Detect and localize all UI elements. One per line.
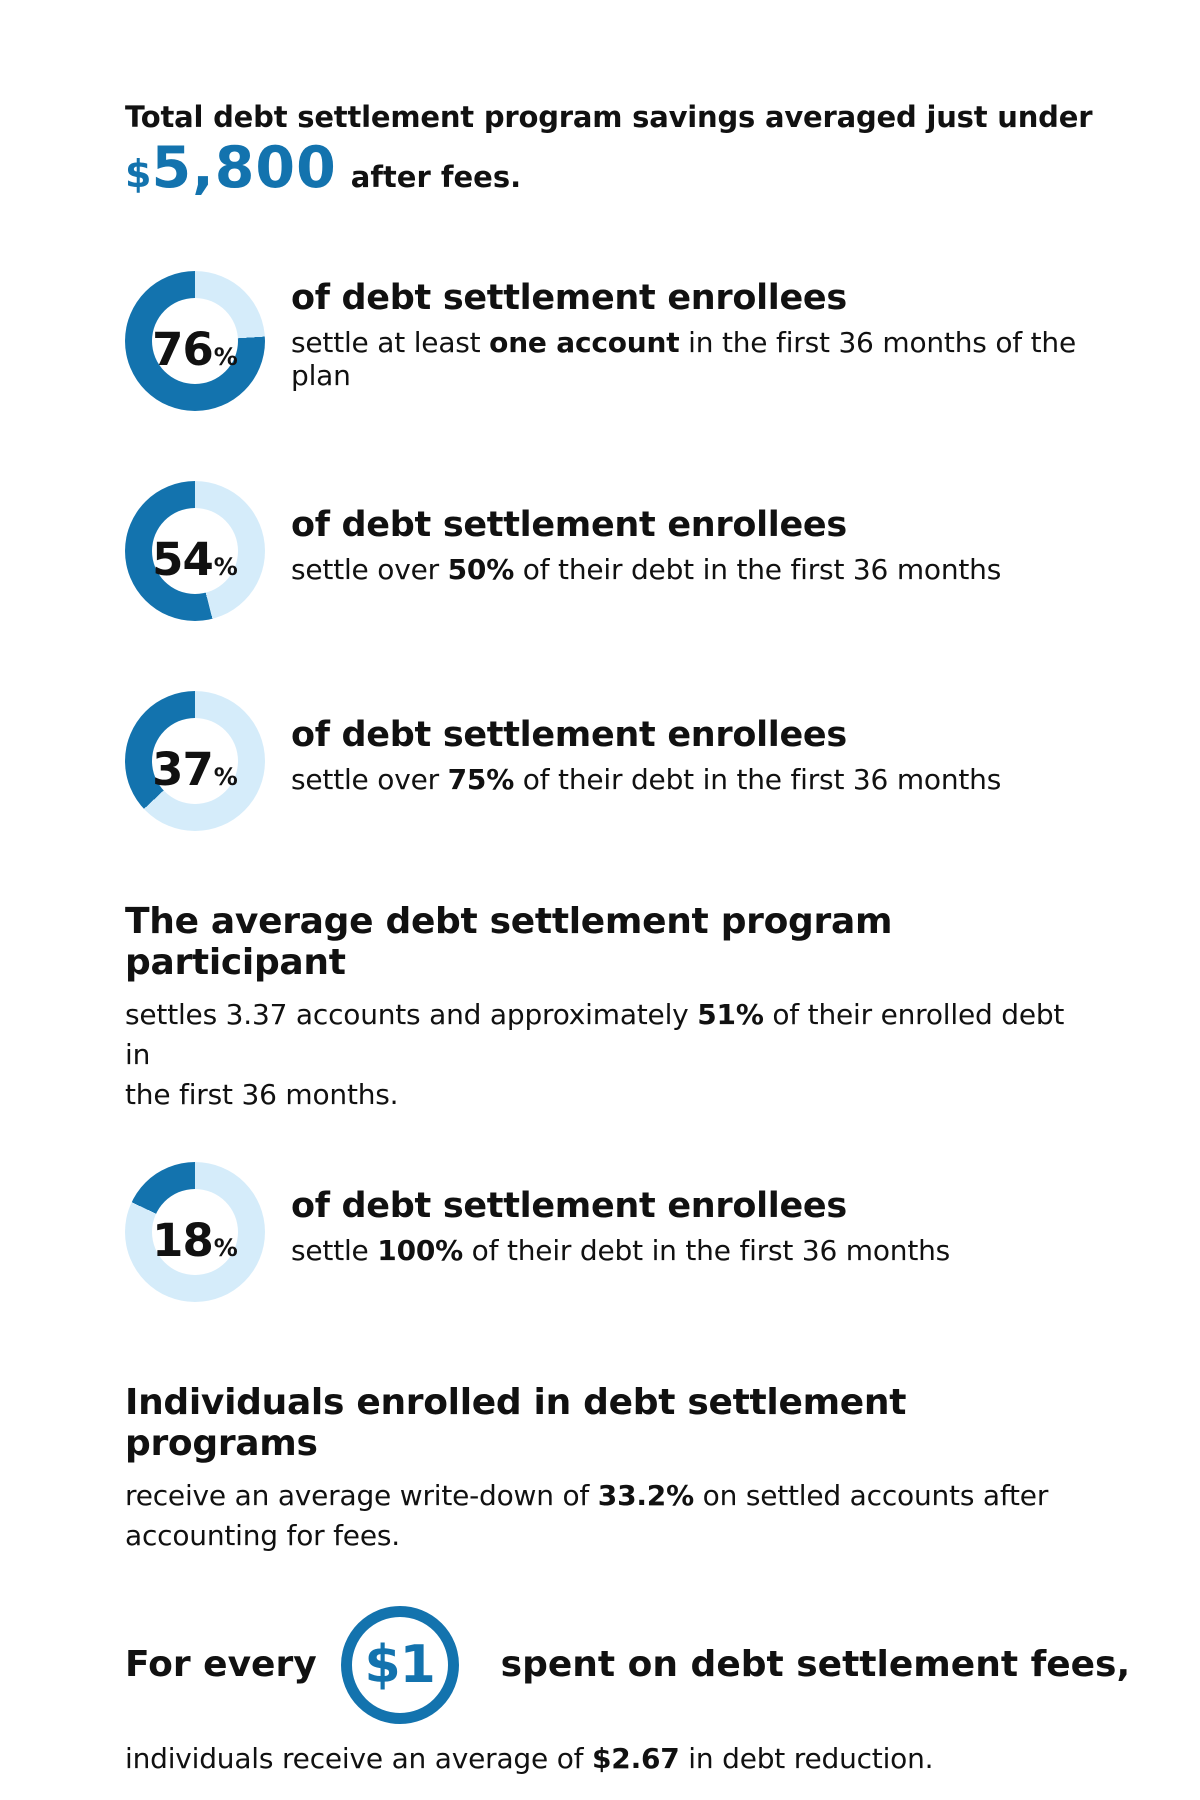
- donut-percent-value: 18: [152, 1214, 214, 1268]
- donut-hole: 37 %: [152, 718, 238, 804]
- stat-detail: settle over 75% of their debt in the fir…: [291, 762, 1002, 796]
- percent-sign: %: [213, 553, 238, 581]
- stat-detail: settle at least one account in the first…: [291, 326, 1076, 392]
- stat-row-76: 76 % of debt settlement enrollees settle…: [125, 271, 1140, 411]
- savings-amount: $ 5,800 after fees.: [125, 140, 1140, 197]
- dollar-ratio-row: For every $1 spent on debt settlement fe…: [125, 1605, 1140, 1724]
- donut-hole: 76 %: [152, 298, 238, 384]
- one-dollar-badge: $1: [340, 1605, 459, 1724]
- write-down-block: Individuals enrolled in debt settlement …: [125, 1382, 1075, 1556]
- average-participant-block: The average debt settlement program part…: [125, 901, 1075, 1114]
- donut-percent-value: 37: [152, 743, 214, 796]
- donut-chart-54: 54 %: [125, 481, 265, 621]
- block-body: receive an average write-down of 33.2% o…: [125, 1479, 1049, 1552]
- stat-row-18: 18 % of debt settlement enrollees settle…: [125, 1162, 1140, 1303]
- stat-heading: of debt settlement enrollees: [291, 278, 847, 318]
- one-dollar-label: $1: [364, 1634, 435, 1695]
- donut-hole: 18 %: [152, 1189, 238, 1276]
- stat-heading: of debt settlement enrollees: [291, 1185, 847, 1226]
- donut-hole: 54 %: [152, 508, 238, 594]
- stat-text: of debt settlement enrollees settle 100%…: [291, 1186, 950, 1267]
- stat-detail: settle 100% of their debt in the first 3…: [291, 1233, 951, 1267]
- percent-sign: %: [213, 1234, 238, 1263]
- block-heading: Individuals enrolled in debt settlement …: [125, 1382, 907, 1465]
- donut-chart-18: 18 %: [125, 1162, 265, 1303]
- donut-chart-76: 76 %: [125, 271, 265, 411]
- stat-detail: settle over 50% of their debt in the fir…: [291, 552, 1002, 586]
- block-body: settles 3.37 accounts and approximately …: [125, 998, 1065, 1111]
- block-heading: The average debt settlement program part…: [125, 901, 893, 983]
- stat-text: of debt settlement enrollees settle over…: [291, 715, 1001, 796]
- dollar-row-suffix: spent on debt settlement fees,: [500, 1644, 1131, 1686]
- donut-percent-value: 76: [152, 323, 214, 376]
- intro-text: Total debt settlement program savings av…: [125, 100, 1093, 134]
- stat-text: of debt settlement enrollees settle at l…: [291, 278, 1140, 392]
- debt-reduction-footnote: individuals receive an average of $2.67 …: [125, 1741, 934, 1775]
- intro-section: Total debt settlement program savings av…: [125, 100, 1140, 197]
- donut-chart-37: 37 %: [125, 691, 265, 831]
- stat-row-54: 54 % of debt settlement enrollees settle…: [125, 481, 1140, 621]
- savings-value: 5,800: [151, 135, 337, 201]
- percent-sign: %: [213, 763, 238, 791]
- donut-percent-value: 54: [152, 533, 214, 586]
- dollar-row-prefix: For every: [125, 1644, 317, 1686]
- stat-heading: of debt settlement enrollees: [291, 504, 847, 545]
- dollar-sign: $: [125, 152, 152, 196]
- percent-sign: %: [213, 343, 238, 371]
- stat-heading: of debt settlement enrollees: [291, 714, 847, 755]
- stat-text: of debt settlement enrollees settle over…: [291, 505, 1001, 586]
- stat-row-37: 37 % of debt settlement enrollees settle…: [125, 691, 1140, 831]
- savings-suffix: after fees.: [350, 160, 522, 194]
